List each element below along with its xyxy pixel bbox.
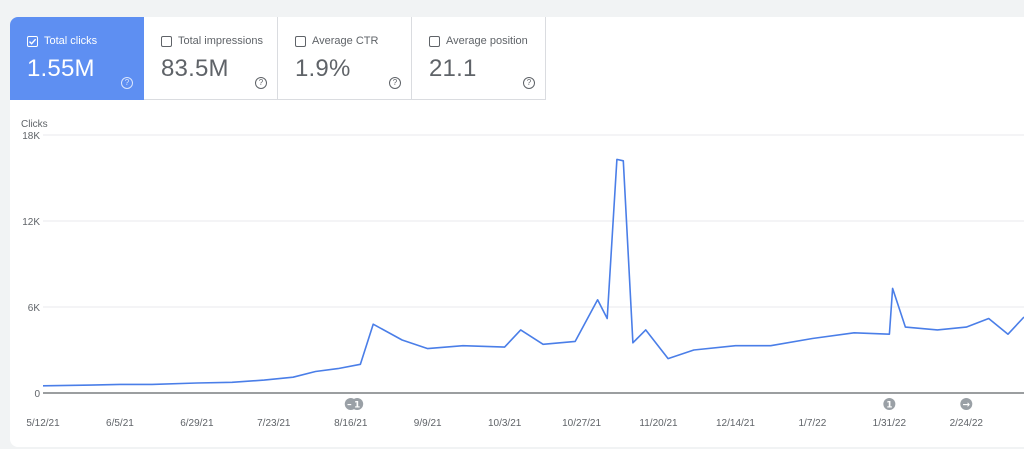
x-tick-label: 6/5/21: [106, 418, 134, 429]
x-tick-label: 10/3/21: [488, 418, 522, 429]
x-tick-label: 6/29/21: [180, 418, 214, 429]
y-tick-label: 12K: [22, 217, 40, 228]
annotation-label: →: [963, 401, 971, 411]
annotation-marker: [351, 398, 364, 410]
metric-label: Total clicks: [44, 35, 98, 47]
annotation-marker: [883, 398, 896, 410]
metric-tabs: Total clicks 1.55M ? Total impressions 8…: [10, 17, 546, 100]
y-tick-label: 6K: [28, 303, 41, 314]
metric-total-impressions[interactable]: Total impressions 83.5M ?: [144, 17, 278, 100]
metric-value: 1.55M: [27, 55, 95, 82]
help-icon[interactable]: ?: [255, 77, 267, 89]
checkbox-icon[interactable]: [27, 35, 38, 47]
metric-value: 1.9%: [295, 55, 351, 82]
x-tick-label: 7/23/21: [257, 418, 291, 429]
metric-label: Total impressions: [178, 35, 263, 47]
y-tick-label: 0: [34, 389, 40, 400]
y-tick-label: 18K: [22, 131, 40, 142]
annotation-label: 1: [886, 401, 892, 411]
help-icon[interactable]: ?: [121, 77, 133, 89]
x-tick-label: 1/31/22: [873, 418, 907, 429]
performance-card: Total clicks 1.55M ? Total impressions 8…: [10, 17, 1024, 447]
metric-average-position[interactable]: Average position 21.1 ?: [412, 17, 546, 100]
metric-value: 21.1: [429, 55, 477, 82]
clicks-chart: Clicks 0 6K 12K 18K 5/12/21 6/5/21 6/29/21 7/23/…: [21, 119, 1024, 429]
checkbox-icon[interactable]: [161, 35, 172, 47]
annotation-label: →: [347, 401, 355, 411]
x-tick-label: 8/16/21: [334, 418, 368, 429]
annotation-label: 1: [354, 401, 360, 411]
metric-average-ctr[interactable]: Average CTR 1.9% ?: [278, 17, 412, 100]
metric-label: Average CTR: [312, 35, 379, 47]
clicks-series-line: [42, 158, 1024, 387]
metric-total-clicks[interactable]: Total clicks 1.55M ?: [10, 17, 144, 100]
metric-label: Average position: [446, 35, 528, 47]
checkbox-icon[interactable]: [295, 35, 306, 47]
checkbox-icon[interactable]: [429, 35, 440, 47]
x-tick-label: 10/27/21: [562, 418, 601, 429]
y-axis-label: Clicks: [21, 119, 48, 130]
annotation-marker: [960, 398, 973, 410]
x-tick-label: 5/12/21: [26, 418, 60, 429]
x-tick-label: 11/20/21: [639, 418, 678, 429]
x-tick-label: 9/9/21: [414, 418, 442, 429]
help-icon[interactable]: ?: [523, 77, 535, 89]
x-tick-label: 2/24/22: [950, 418, 984, 429]
metric-value: 83.5M: [161, 55, 229, 82]
help-icon[interactable]: ?: [389, 77, 401, 89]
x-tick-label: 1/7/22: [799, 418, 827, 429]
x-tick-label: 12/14/21: [716, 418, 755, 429]
